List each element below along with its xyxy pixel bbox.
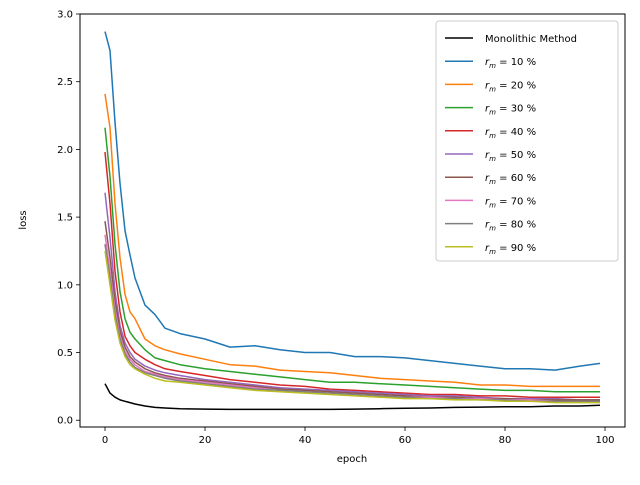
- x-tick-label: 20: [199, 435, 212, 446]
- y-tick-label: 3.0: [57, 10, 73, 21]
- x-tick-label: 0: [102, 435, 108, 446]
- x-axis-label: epoch: [337, 454, 367, 465]
- y-tick-label: 1.0: [57, 280, 73, 291]
- y-axis-label: loss: [18, 210, 29, 229]
- x-axis-ticks: 0 20 40 60 80 100: [102, 427, 615, 446]
- x-tick-label: 60: [399, 435, 412, 446]
- legend-label-9: rm = 90 %: [485, 243, 536, 256]
- x-tick-label: 80: [499, 435, 512, 446]
- series-layer: [104, 31, 601, 411]
- series-line-3: [104, 127, 600, 393]
- y-tick-label: 0.0: [57, 416, 73, 427]
- series-line-1: [104, 31, 601, 371]
- y-tick-label: 2.0: [57, 145, 73, 156]
- legend: Monolithic Method rm = 10 % rm = 20 % rm = …: [435, 20, 619, 262]
- legend-box: [435, 20, 619, 262]
- legend-label-4: rm = 40 %: [485, 127, 536, 140]
- x-tick-label: 40: [299, 435, 312, 446]
- series-line-2: [104, 93, 600, 388]
- legend-label-8: rm = 80 %: [485, 220, 536, 233]
- legend-label-0: Monolithic Method: [485, 34, 577, 45]
- series-line-0: [104, 383, 601, 411]
- legend-label-1: rm = 10 %: [485, 57, 536, 70]
- series-line-4: [104, 152, 600, 398]
- y-tick-label: 0.5: [57, 348, 73, 359]
- legend-label-6: rm = 60 %: [485, 173, 536, 186]
- legend-label-5: rm = 50 %: [485, 150, 536, 163]
- x-tick-label: 100: [595, 435, 614, 446]
- legend-label-2: rm = 20 %: [485, 80, 536, 93]
- legend-label-3: rm = 30 %: [485, 104, 536, 117]
- y-axis-ticks: 0.0 0.5 1.0 1.5 2.0 2.5 3.0: [57, 10, 80, 427]
- series-line-9: [104, 250, 600, 404]
- plot-frame: [79, 13, 626, 428]
- y-tick-label: 2.5: [57, 77, 73, 88]
- legend-label-7: rm = 70 %: [485, 196, 536, 209]
- y-tick-label: 1.5: [57, 213, 73, 224]
